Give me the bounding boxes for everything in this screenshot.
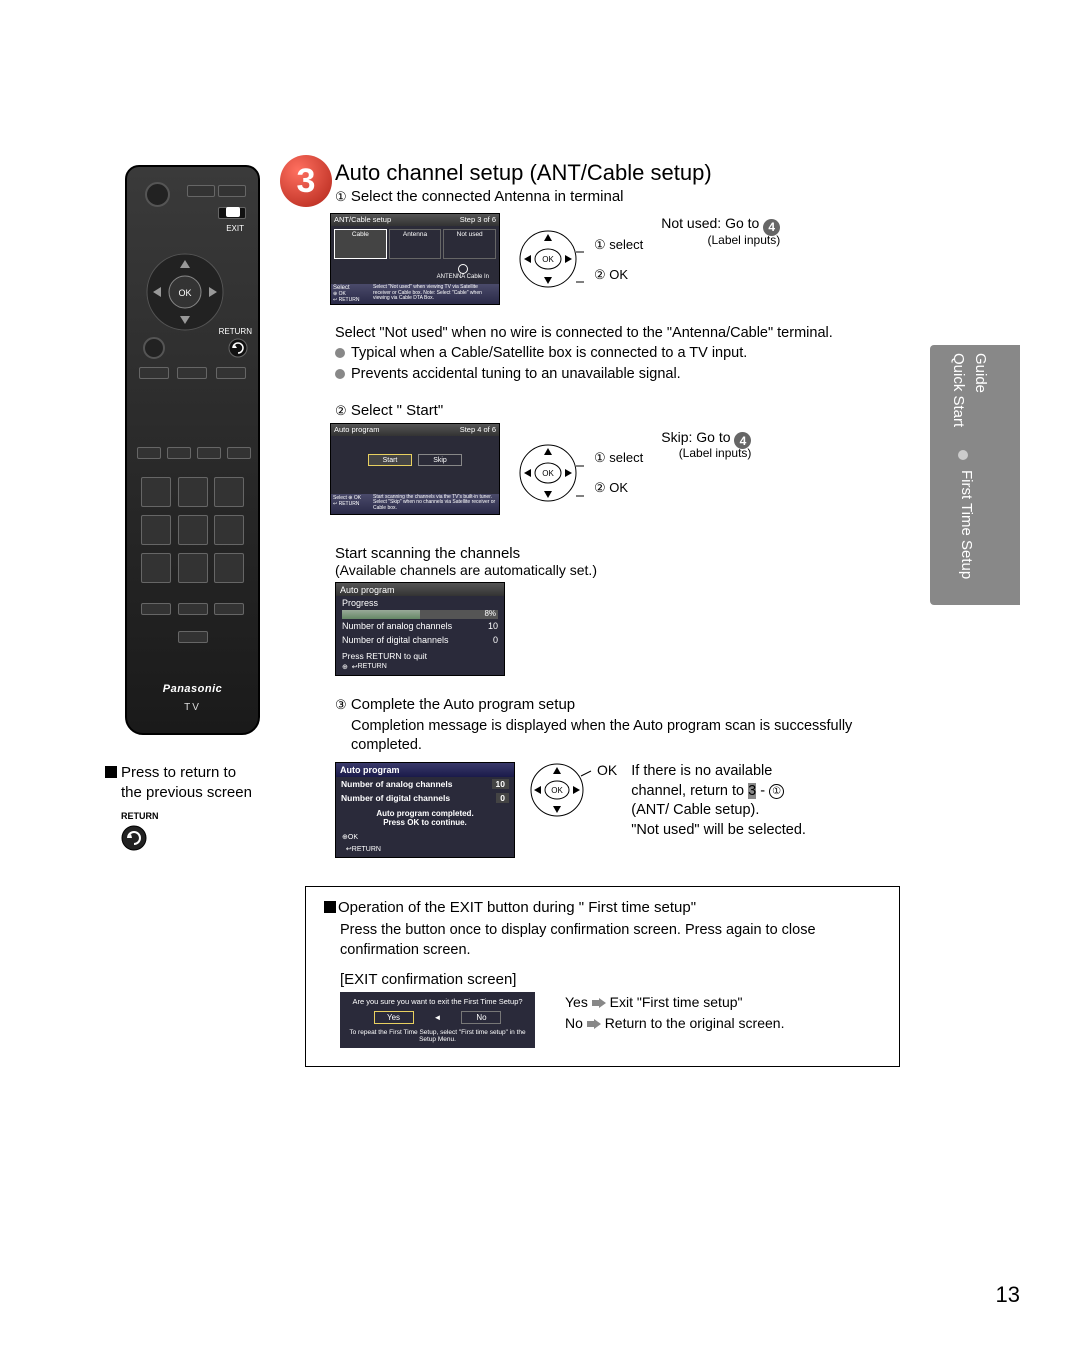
remote-button: [178, 631, 208, 643]
sidetab-l1: Quick Start: [950, 353, 967, 427]
return-icon: [121, 825, 147, 851]
exit-info-box: Operation of the EXIT button during " Fi…: [305, 886, 900, 1067]
return-note: Press to return to the previous screen R…: [105, 763, 252, 857]
goto-1-sub: (Label inputs): [661, 233, 780, 247]
ss2-foot-msg: Start scanning the channels via the TV's…: [373, 495, 497, 513]
opt-antenna: Antenna: [389, 229, 442, 259]
goto-2-sub: (Label inputs): [661, 446, 751, 460]
dpad-diagram: OK: [518, 441, 588, 506]
exit-conf-screenshot: Are you sure you want to exit the First …: [340, 992, 535, 1048]
remote-button: [178, 553, 208, 583]
section-title: Auto channel setup (ANT/Cable setup): [335, 160, 910, 186]
goto-1: Not used: Go to 4: [661, 215, 780, 233]
svg-text:OK: OK: [542, 255, 554, 264]
remote-button: [197, 447, 221, 459]
complete-screenshot: Auto program Number of analog channels10…: [335, 762, 515, 858]
ant-cable-screenshot: ANT/Cable setup Step 3 of 6 Cable Antenna…: [330, 213, 500, 305]
exit-conf-heading: [EXIT confirmation screen]: [340, 971, 881, 988]
sub-2: ② Select " Start": [335, 402, 910, 419]
bullet-square: [105, 766, 117, 778]
ss2-header-l: Auto program: [334, 425, 379, 435]
model-label: TV: [127, 702, 258, 713]
return-icon: [228, 338, 248, 358]
return-small-label: RETURN: [121, 810, 252, 822]
return-note-l1: Press to return to: [121, 764, 236, 781]
prog-header: Auto program: [336, 583, 504, 596]
exit-label: EXIT: [226, 224, 244, 233]
sub-3: Start scanning the channels: [335, 545, 910, 562]
return-label: RETURN: [219, 327, 252, 336]
conf-no: No: [461, 1011, 501, 1024]
substep-1-num: ①: [335, 189, 347, 204]
arrow-icon: [587, 1019, 601, 1029]
dpad-labels: ① select ② OK: [594, 237, 643, 283]
dpad-diagram: OK: [518, 227, 588, 292]
remote-control: EXIT OK RETURN: [125, 165, 260, 735]
btn-skip: Skip: [418, 454, 462, 466]
exit-text: Press the button once to display confirm…: [340, 920, 881, 961]
brand-label: Panasonic: [127, 683, 258, 695]
svg-text:OK: OK: [542, 469, 554, 478]
sidetab-l3: First Time Setup: [958, 470, 975, 579]
remote-button: [214, 553, 244, 583]
side-tab: Quick Start Guide First Time Setup: [930, 345, 1020, 605]
no-channel-note: If there is no available channel, return…: [631, 762, 806, 840]
sidetab-dot: [958, 450, 968, 460]
opt-cable: Cable: [334, 229, 387, 259]
goto-2: Skip: Go to 4: [661, 429, 751, 447]
remote-button: [214, 477, 244, 507]
exit-heading: Operation of the EXIT button during " Fi…: [324, 899, 881, 916]
remote-button: [167, 447, 191, 459]
dpad-diagram-ok: OK: [529, 762, 593, 817]
opt-notused: Not used: [443, 229, 496, 259]
ss2-header-r: Step 4 of 6: [460, 425, 496, 435]
remote-button: [227, 447, 251, 459]
ss1-header-l: ANT/Cable setup: [334, 215, 391, 225]
page-number: 13: [996, 1282, 1020, 1308]
svg-text:OK: OK: [178, 288, 191, 298]
remote-button: [139, 367, 169, 379]
remote-button: [216, 367, 246, 379]
remote-circle-btn: [143, 337, 165, 359]
remote-button: [214, 515, 244, 545]
ss1-foot-msg: Select "Not used" when viewing TV via Sa…: [373, 285, 497, 303]
auto-program-screenshot: Auto programStep 4 of 6 Start Skip Selec…: [330, 423, 500, 515]
antenna-label: ANTENNA Cable In: [437, 264, 489, 280]
btn-start: Start: [368, 454, 412, 466]
svg-text:OK: OK: [551, 786, 563, 795]
x-icon: [226, 207, 240, 217]
main-content: Auto channel setup (ANT/Cable setup) ① S…: [335, 160, 910, 1067]
remote-button: [141, 477, 171, 507]
sub-3-note: (Available channels are automatically se…: [335, 562, 910, 578]
remote-button: [214, 603, 244, 615]
substep-1-text: Select the connected Antenna in terminal: [351, 188, 624, 205]
remote-button: [178, 477, 208, 507]
remote-button: [178, 515, 208, 545]
remote-button: [177, 367, 207, 379]
return-note-l2: the previous screen: [121, 784, 252, 801]
sidetab-l2: Guide: [972, 353, 989, 393]
arrow-icon: [592, 998, 606, 1008]
remote-button: [187, 185, 215, 197]
remote-button: [141, 603, 171, 615]
ss1-header-r: Step 3 of 6: [460, 215, 496, 225]
sub-4-note: Completion message is displayed when the…: [351, 717, 910, 756]
sub-4: ③ Complete the Auto program setup: [335, 696, 910, 713]
yesno-legend: Yes Exit "First time setup" No Return to…: [565, 992, 784, 1034]
power-button: [145, 182, 170, 207]
conf-yes: Yes: [374, 1011, 414, 1024]
note-block-1: Select "Not used" when no wire is connec…: [335, 323, 910, 384]
sub-1: ① Select the connected Antenna in termin…: [335, 188, 910, 205]
dpad-ok-label: OK: [597, 762, 617, 778]
remote-button: [137, 447, 161, 459]
step-3-badge: 3: [280, 155, 332, 207]
remote-button: [141, 515, 171, 545]
remote-button: [178, 603, 208, 615]
remote-button: [141, 553, 171, 583]
remote-button: [218, 185, 246, 197]
progress-screenshot: Auto program Progress 8% Number of analo…: [335, 582, 505, 676]
